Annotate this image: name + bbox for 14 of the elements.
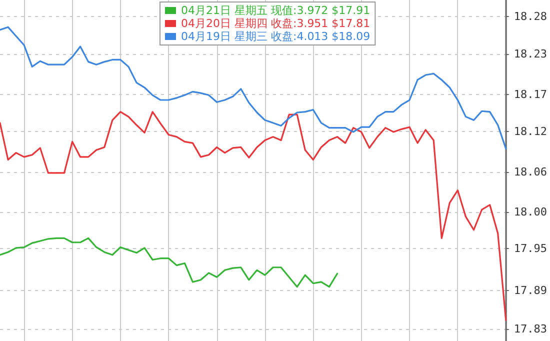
legend-label: 04月21日 星期五 现值:3.972 $17.91 [181, 4, 370, 17]
legend-label: 04月19日 星期三 收盘:4.013 $18.09 [181, 30, 370, 43]
line-series [0, 111, 507, 321]
y-tick-label: 17.83 [514, 322, 548, 336]
line-series [0, 237, 338, 288]
y-tick-label: 18.23 [514, 48, 548, 61]
y-tick-label: 18.17 [514, 88, 548, 101]
y-tick-label: 17.89 [514, 284, 548, 297]
y-tick-label: 17.95 [514, 242, 548, 256]
legend-label: 04月20日 星期四 收盘:3.951 $17.81 [181, 17, 370, 30]
y-tick-label: 18.28 [514, 10, 548, 24]
y-tick-label: 18.06 [514, 166, 548, 179]
y-tick-label: 18.00 [514, 205, 548, 218]
y-tick-label: 18.12 [514, 124, 548, 138]
